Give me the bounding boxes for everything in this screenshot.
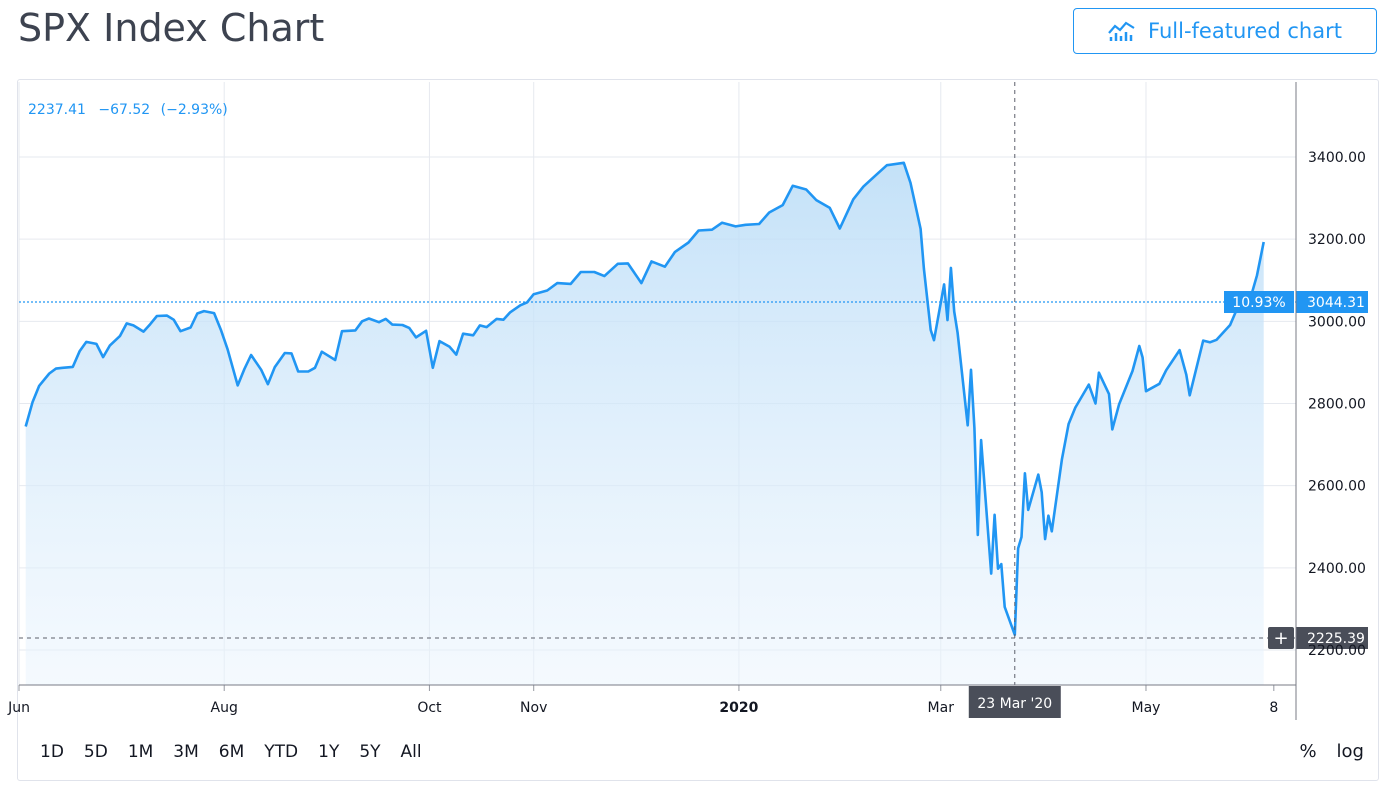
range-button-all[interactable]: All xyxy=(400,742,422,762)
log-scale-button[interactable]: log xyxy=(1336,741,1364,762)
crosshair-plus-button[interactable] xyxy=(1268,627,1294,649)
series-line xyxy=(24,161,1265,637)
y-tick-label: 2400.00 xyxy=(1308,561,1366,577)
range-button-5y[interactable]: 5Y xyxy=(359,742,381,762)
x-tick-label: 8 xyxy=(1269,700,1278,716)
crosshair-date-box xyxy=(968,686,1061,718)
x-tick-label: Mar xyxy=(928,700,955,716)
crosshair-plus-icon[interactable]: + xyxy=(1273,628,1288,649)
x-tick-label: Aug xyxy=(211,700,238,716)
chart-line-icon xyxy=(1108,20,1136,42)
last-value-box xyxy=(1296,291,1368,313)
x-tick-label: Nov xyxy=(520,700,547,716)
range-button-5d[interactable]: 5D xyxy=(83,742,108,762)
last-change-pct-label: 10.93% xyxy=(1232,295,1285,311)
range-button-ytd[interactable]: YTD xyxy=(264,742,299,762)
x-tick-label: Oct xyxy=(417,700,442,716)
scale-buttons: % log xyxy=(1299,740,1364,764)
last-change-pct-box xyxy=(1224,291,1294,313)
x-tick-label: 2020 xyxy=(719,700,758,716)
percent-scale-button[interactable]: % xyxy=(1299,741,1317,762)
full-featured-chart-button[interactable]: Full-featured chart xyxy=(1073,8,1377,54)
x-tick-label: May xyxy=(1132,700,1161,716)
y-tick-label: 2200.00 xyxy=(1308,643,1366,659)
y-tick-label: 3000.00 xyxy=(1308,314,1366,330)
crosshair-date-label: 23 Mar '20 xyxy=(977,696,1052,712)
range-button-1m[interactable]: 1M xyxy=(127,742,154,762)
legend-price: 2237.41 xyxy=(28,102,86,118)
y-tick-label: 2800.00 xyxy=(1308,397,1366,413)
range-button-1d[interactable]: 1D xyxy=(40,742,64,762)
range-button-3m[interactable]: 3M xyxy=(173,742,199,762)
y-tick-label: 3400.00 xyxy=(1308,150,1366,166)
last-value-label: 3044.31 xyxy=(1307,295,1365,311)
legend-change-pct: (−2.93%) xyxy=(161,102,228,118)
x-tick-label: Jun xyxy=(7,700,30,716)
series-area xyxy=(25,162,1264,685)
crosshair-price-label: 2225.39 xyxy=(1307,631,1365,647)
range-button-6m[interactable]: 6M xyxy=(218,742,245,762)
crosshair-price-box xyxy=(1296,627,1368,649)
svg-text:2237.41 −67.52 (−2: 2237.41 −67.52 (−2.93%) xyxy=(28,102,228,118)
legend-change: −67.52 xyxy=(98,102,150,118)
y-tick-label: 2600.00 xyxy=(1308,479,1366,495)
range-button-1y[interactable]: 1Y xyxy=(318,742,340,762)
y-tick-label: 3200.00 xyxy=(1308,232,1366,248)
range-buttons: 1D 5D 1M 3M 6M YTD 1Y 5Y All xyxy=(40,740,442,764)
full-featured-chart-label: Full-featured chart xyxy=(1148,19,1342,43)
page-title: SPX Index Chart xyxy=(18,6,325,50)
